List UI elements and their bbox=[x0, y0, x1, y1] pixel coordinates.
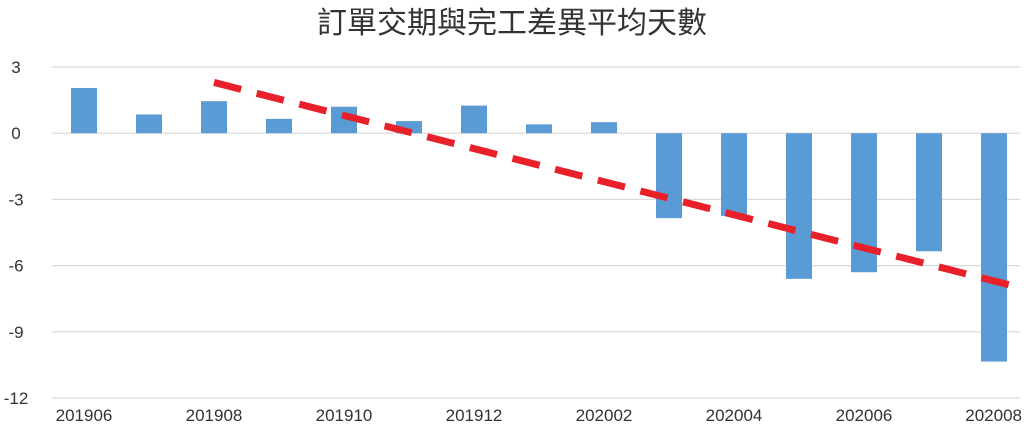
y-axis-ticks: 3 0 -3 -6 -9 -12 bbox=[4, 58, 29, 408]
y-tick-label: 3 bbox=[11, 58, 20, 77]
bar-201908 bbox=[201, 101, 227, 134]
trendline-group bbox=[213, 79, 1017, 290]
trendline bbox=[213, 79, 1017, 290]
bar-201912 bbox=[461, 105, 487, 134]
y-tick-label: -9 bbox=[8, 323, 23, 342]
bar-201909 bbox=[266, 118, 292, 134]
y-tick-label: 0 bbox=[11, 124, 20, 143]
bar-202001 bbox=[526, 124, 552, 134]
x-tick-label: 202002 bbox=[576, 406, 633, 425]
x-tick-label: 201910 bbox=[316, 406, 373, 425]
x-axis-ticks: 201906 201908 201910 201912 202002 202004 2020… bbox=[56, 406, 1022, 425]
bars bbox=[71, 87, 1007, 362]
bar-202002 bbox=[591, 122, 617, 134]
bar-202005 bbox=[786, 133, 812, 279]
x-tick-label: 201912 bbox=[446, 406, 503, 425]
x-tick-label: 202006 bbox=[836, 406, 893, 425]
x-tick-label: 202004 bbox=[706, 406, 763, 425]
y-tick-label: -3 bbox=[8, 190, 23, 209]
y-tick-label: -12 bbox=[4, 389, 29, 408]
chart-title: 訂單交期與完工差異平均天數 bbox=[317, 6, 707, 41]
bar-202007 bbox=[916, 133, 942, 252]
bar-201907 bbox=[136, 114, 162, 134]
y-tick-label: -6 bbox=[8, 257, 23, 276]
x-tick-label: 201906 bbox=[56, 406, 113, 425]
bar-201906 bbox=[71, 87, 97, 134]
x-tick-label: 202008 bbox=[965, 406, 1022, 425]
bar-202004 bbox=[721, 133, 747, 216]
x-tick-label: 201908 bbox=[186, 406, 243, 425]
bar-202008 bbox=[981, 133, 1007, 362]
bar-202003 bbox=[656, 133, 682, 219]
